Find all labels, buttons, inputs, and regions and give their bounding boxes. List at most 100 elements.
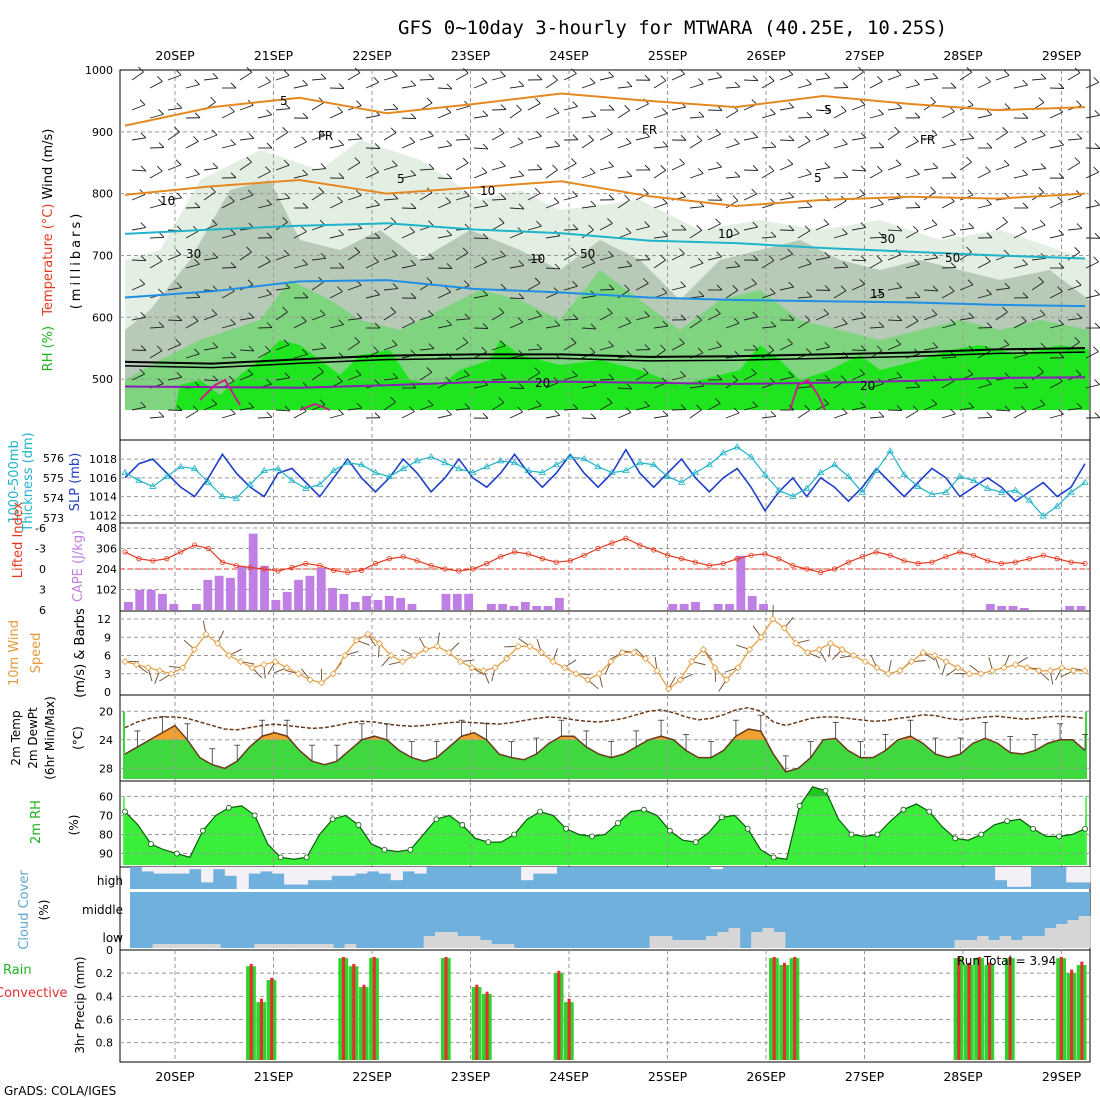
precip-convective-bar <box>485 991 489 1060</box>
wind-barb-flag <box>572 370 578 377</box>
wind-speed-marker <box>225 651 233 660</box>
thickness-marker <box>1053 502 1061 509</box>
precip-convective-bar <box>270 977 274 1060</box>
wind-barb-flag <box>338 262 345 269</box>
wind-barb-flag <box>230 262 237 268</box>
wind-barb <box>509 142 524 149</box>
wind-barb-flag <box>769 288 776 294</box>
wind-barb-flag <box>517 316 524 323</box>
wind-barb <box>401 85 416 89</box>
wind-barb <box>275 108 290 111</box>
wind-barb <box>1067 138 1082 141</box>
wind-barb-flag <box>590 110 597 117</box>
wind-barb-flag <box>1094 412 1100 419</box>
wind-barb <box>869 383 884 389</box>
wind-barb <box>725 266 740 269</box>
wind-barb-flag <box>572 313 579 320</box>
wind-barb <box>671 73 685 81</box>
wind-barb <box>815 256 830 261</box>
wind-barb <box>689 409 702 419</box>
lifted-index-line <box>122 535 1088 576</box>
wind-barb-flag <box>391 250 398 256</box>
wind-barb <box>491 378 506 381</box>
wind-barb-flag <box>175 69 182 76</box>
wind-barb-flag <box>860 345 867 351</box>
cape-bar <box>441 593 451 610</box>
wind-barb <box>815 167 830 171</box>
wind-barb-flag <box>752 165 759 171</box>
wind-barb <box>239 407 254 411</box>
wind-barb-flag <box>985 76 991 83</box>
wind-barb-flag <box>355 369 362 376</box>
cloud-low-bar <box>694 940 707 948</box>
contour-label: 5 <box>280 94 288 108</box>
wind-barb <box>1049 413 1064 419</box>
precip-convective-bar <box>372 956 376 1060</box>
wind-barb-flag <box>158 109 164 115</box>
li-marker <box>929 559 935 565</box>
wind-barb <box>617 232 632 239</box>
wind-barb <box>617 322 632 329</box>
wind-barb <box>725 200 739 209</box>
cloud-low-bar <box>276 944 289 948</box>
wind-barb <box>527 315 542 321</box>
wind-barb-flag <box>355 190 362 196</box>
li-marker <box>637 542 643 548</box>
wind-barb-flag <box>481 167 488 173</box>
wind-barb-flag <box>518 203 525 210</box>
wind-barb-flag <box>806 201 813 208</box>
wind-barb <box>761 146 776 149</box>
wind-barb <box>1067 284 1082 291</box>
wind-barb <box>203 347 218 351</box>
wind-barb-flag <box>158 411 165 418</box>
cloud-low-bar <box>649 936 662 948</box>
wind-barb-flag <box>482 412 489 419</box>
wind-barb <box>887 254 902 261</box>
cloud-high-bar <box>521 867 534 881</box>
wind-barb <box>905 173 920 179</box>
wind-barb-flag <box>966 156 972 163</box>
wind-barb <box>239 104 254 111</box>
wind-barb <box>833 290 847 299</box>
wind-barb <box>833 110 847 119</box>
wind-barb <box>347 228 362 231</box>
isotherm-line <box>124 347 1086 365</box>
wind-speed-marker <box>942 658 950 666</box>
wind-barb-flag <box>733 317 740 324</box>
wind-barb-flag <box>625 137 632 144</box>
rh-axis-label: RH (%) <box>41 326 56 371</box>
wind-barb <box>761 80 775 89</box>
wind-barb-flag <box>1075 369 1082 376</box>
wind-barb-flag <box>571 68 577 74</box>
wind-barb-flag <box>752 132 759 138</box>
wind-barb <box>635 283 649 291</box>
thickness-marker <box>914 482 922 489</box>
temp-fill <box>123 697 1087 779</box>
wind-barb <box>779 286 794 291</box>
wind-barb <box>293 353 308 359</box>
wind-barb <box>275 287 290 291</box>
wind-barb-flag <box>950 408 956 415</box>
wind-barb <box>869 81 883 89</box>
wind-barb-flag <box>715 398 721 404</box>
wind-barb <box>851 104 866 111</box>
wind-barb <box>743 373 757 381</box>
precip-convective-bar <box>772 956 776 1060</box>
li-marker <box>1068 559 1074 565</box>
wind-barb-flag <box>498 397 505 403</box>
wind-barb <box>797 296 812 299</box>
wind-speed-marker <box>965 670 973 678</box>
wind-barb <box>959 161 972 171</box>
thickness-axis-label-2: Thickness (dm) <box>21 432 36 532</box>
cloud-high-bar <box>201 867 214 883</box>
cloud-high-bar <box>236 867 249 889</box>
wind-barb-flag <box>302 202 309 209</box>
wind-barb <box>1049 144 1064 149</box>
wind-barb-flag <box>464 133 471 140</box>
wind-barb <box>923 77 938 81</box>
wind-barb-flag <box>282 306 288 313</box>
wind-barb <box>779 163 793 171</box>
wind-barb-flag <box>392 283 399 289</box>
